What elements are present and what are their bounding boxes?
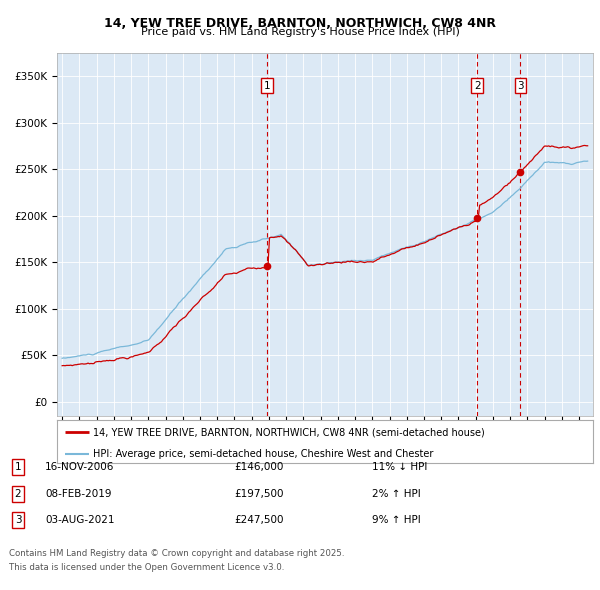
Text: 14, YEW TREE DRIVE, BARNTON, NORTHWICH, CW8 4NR (semi-detached house): 14, YEW TREE DRIVE, BARNTON, NORTHWICH, … (94, 427, 485, 437)
Text: 9% ↑ HPI: 9% ↑ HPI (372, 516, 421, 525)
Text: 16-NOV-2006: 16-NOV-2006 (45, 463, 115, 472)
Text: 2% ↑ HPI: 2% ↑ HPI (372, 489, 421, 499)
Text: 03-AUG-2021: 03-AUG-2021 (45, 516, 115, 525)
Text: 2: 2 (14, 489, 22, 499)
Text: This data is licensed under the Open Government Licence v3.0.: This data is licensed under the Open Gov… (9, 563, 284, 572)
Text: 3: 3 (14, 516, 22, 525)
Text: £146,000: £146,000 (234, 463, 283, 472)
Text: 3: 3 (517, 81, 524, 91)
Text: £197,500: £197,500 (234, 489, 284, 499)
Text: HPI: Average price, semi-detached house, Cheshire West and Chester: HPI: Average price, semi-detached house,… (94, 448, 434, 458)
Text: 1: 1 (14, 463, 22, 472)
Text: 2: 2 (474, 81, 481, 91)
Text: 08-FEB-2019: 08-FEB-2019 (45, 489, 112, 499)
Text: 14, YEW TREE DRIVE, BARNTON, NORTHWICH, CW8 4NR: 14, YEW TREE DRIVE, BARNTON, NORTHWICH, … (104, 17, 496, 30)
Text: £247,500: £247,500 (234, 516, 284, 525)
Text: 11% ↓ HPI: 11% ↓ HPI (372, 463, 427, 472)
Text: Price paid vs. HM Land Registry's House Price Index (HPI): Price paid vs. HM Land Registry's House … (140, 27, 460, 37)
Text: Contains HM Land Registry data © Crown copyright and database right 2025.: Contains HM Land Registry data © Crown c… (9, 549, 344, 558)
Text: 1: 1 (263, 81, 270, 91)
